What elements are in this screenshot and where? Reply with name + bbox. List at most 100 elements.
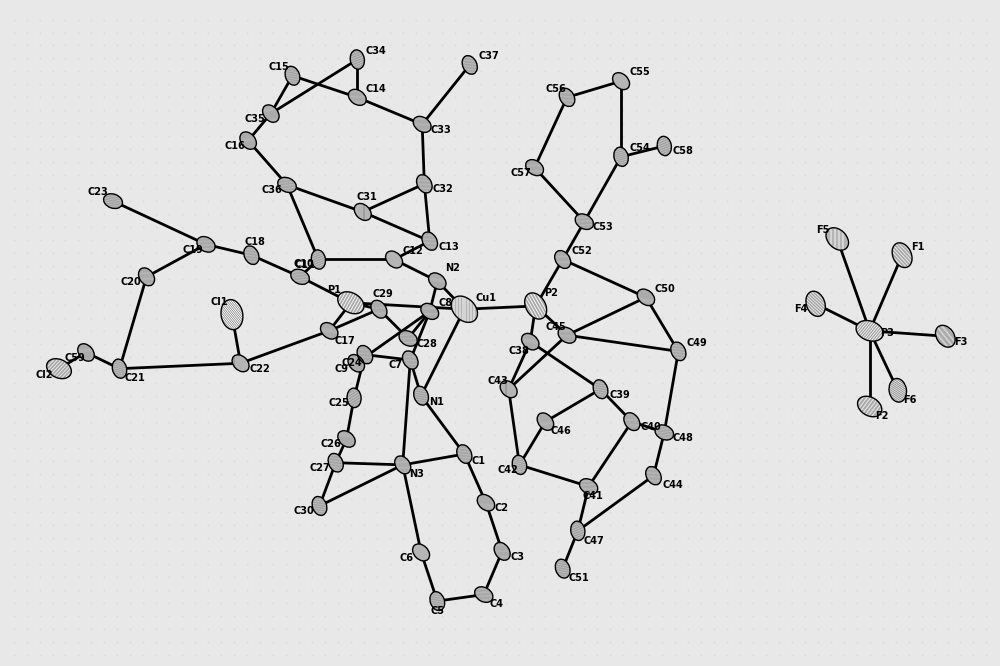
Ellipse shape bbox=[558, 327, 576, 343]
Text: C32: C32 bbox=[433, 184, 454, 194]
Text: N2: N2 bbox=[445, 263, 460, 273]
Text: C25: C25 bbox=[328, 398, 349, 408]
Ellipse shape bbox=[104, 194, 122, 208]
Ellipse shape bbox=[312, 496, 327, 515]
Ellipse shape bbox=[936, 325, 955, 347]
Ellipse shape bbox=[232, 355, 249, 372]
Text: C46: C46 bbox=[551, 426, 572, 436]
Text: N3: N3 bbox=[409, 468, 424, 478]
Ellipse shape bbox=[826, 228, 848, 250]
Text: C54: C54 bbox=[630, 143, 650, 153]
Ellipse shape bbox=[494, 542, 510, 560]
Text: C14: C14 bbox=[366, 84, 387, 94]
Ellipse shape bbox=[525, 293, 547, 319]
Ellipse shape bbox=[47, 359, 71, 379]
Text: C52: C52 bbox=[571, 246, 592, 256]
Text: C8: C8 bbox=[438, 298, 453, 308]
Text: C51: C51 bbox=[568, 573, 589, 583]
Ellipse shape bbox=[500, 381, 517, 398]
Text: C22: C22 bbox=[249, 364, 270, 374]
Text: C57: C57 bbox=[511, 168, 532, 178]
Text: C47: C47 bbox=[583, 535, 604, 545]
Ellipse shape bbox=[347, 388, 361, 408]
Text: C1: C1 bbox=[472, 456, 486, 466]
Ellipse shape bbox=[858, 396, 882, 417]
Ellipse shape bbox=[421, 304, 439, 320]
Ellipse shape bbox=[78, 344, 94, 361]
Ellipse shape bbox=[139, 268, 155, 286]
Ellipse shape bbox=[430, 591, 445, 611]
Ellipse shape bbox=[555, 250, 571, 268]
Text: C38: C38 bbox=[509, 346, 530, 356]
Ellipse shape bbox=[285, 67, 300, 85]
Ellipse shape bbox=[593, 380, 608, 399]
Text: Cl1: Cl1 bbox=[210, 296, 228, 306]
Ellipse shape bbox=[537, 413, 554, 430]
Ellipse shape bbox=[321, 322, 338, 339]
Ellipse shape bbox=[892, 243, 912, 268]
Text: N1: N1 bbox=[429, 397, 444, 407]
Text: C24: C24 bbox=[341, 358, 362, 368]
Text: C11: C11 bbox=[295, 260, 315, 270]
Text: C59: C59 bbox=[64, 353, 85, 363]
Text: C29: C29 bbox=[372, 289, 393, 299]
Text: C19: C19 bbox=[182, 245, 203, 255]
Ellipse shape bbox=[278, 177, 296, 192]
Ellipse shape bbox=[357, 346, 373, 364]
Text: C28: C28 bbox=[417, 339, 438, 349]
Ellipse shape bbox=[399, 330, 417, 346]
Ellipse shape bbox=[462, 56, 477, 74]
Ellipse shape bbox=[112, 359, 127, 378]
Ellipse shape bbox=[614, 147, 628, 166]
Ellipse shape bbox=[655, 425, 674, 440]
Text: F4: F4 bbox=[794, 304, 807, 314]
Ellipse shape bbox=[328, 454, 343, 472]
Text: C26: C26 bbox=[321, 440, 341, 450]
Text: F6: F6 bbox=[903, 395, 917, 405]
Text: C35: C35 bbox=[245, 114, 266, 124]
Text: F3: F3 bbox=[954, 336, 967, 346]
Text: C39: C39 bbox=[609, 390, 630, 400]
Ellipse shape bbox=[413, 544, 430, 561]
Text: C49: C49 bbox=[687, 338, 708, 348]
Ellipse shape bbox=[338, 292, 364, 314]
Text: C36: C36 bbox=[261, 185, 282, 195]
Text: Cl2: Cl2 bbox=[35, 370, 53, 380]
Ellipse shape bbox=[457, 445, 472, 464]
Ellipse shape bbox=[413, 117, 431, 133]
Text: C23: C23 bbox=[87, 188, 108, 198]
Ellipse shape bbox=[414, 386, 428, 405]
Text: C17: C17 bbox=[335, 336, 355, 346]
Text: P2: P2 bbox=[544, 288, 558, 298]
Ellipse shape bbox=[522, 334, 539, 350]
Text: C5: C5 bbox=[431, 606, 445, 616]
Text: C42: C42 bbox=[498, 466, 519, 476]
Text: F1: F1 bbox=[911, 242, 924, 252]
Text: C56: C56 bbox=[545, 84, 566, 94]
Ellipse shape bbox=[889, 378, 907, 402]
Text: C3: C3 bbox=[511, 551, 525, 561]
Ellipse shape bbox=[613, 73, 630, 90]
Ellipse shape bbox=[348, 89, 366, 105]
Ellipse shape bbox=[240, 132, 256, 149]
Ellipse shape bbox=[291, 269, 309, 284]
Text: C55: C55 bbox=[630, 67, 650, 77]
Ellipse shape bbox=[575, 214, 593, 230]
Ellipse shape bbox=[657, 137, 671, 156]
Text: C53: C53 bbox=[593, 222, 614, 232]
Text: Cu1: Cu1 bbox=[475, 294, 496, 304]
Text: C41: C41 bbox=[582, 492, 603, 501]
Ellipse shape bbox=[197, 236, 215, 252]
Text: C27: C27 bbox=[310, 463, 331, 473]
Text: C30: C30 bbox=[294, 506, 314, 516]
Ellipse shape bbox=[475, 587, 493, 602]
Ellipse shape bbox=[571, 521, 585, 541]
Ellipse shape bbox=[422, 232, 438, 250]
Text: C37: C37 bbox=[478, 51, 499, 61]
Ellipse shape bbox=[526, 160, 544, 176]
Ellipse shape bbox=[555, 559, 570, 578]
Text: C16: C16 bbox=[224, 141, 245, 151]
Ellipse shape bbox=[512, 456, 527, 474]
Ellipse shape bbox=[559, 88, 575, 107]
Text: C6: C6 bbox=[399, 553, 413, 563]
